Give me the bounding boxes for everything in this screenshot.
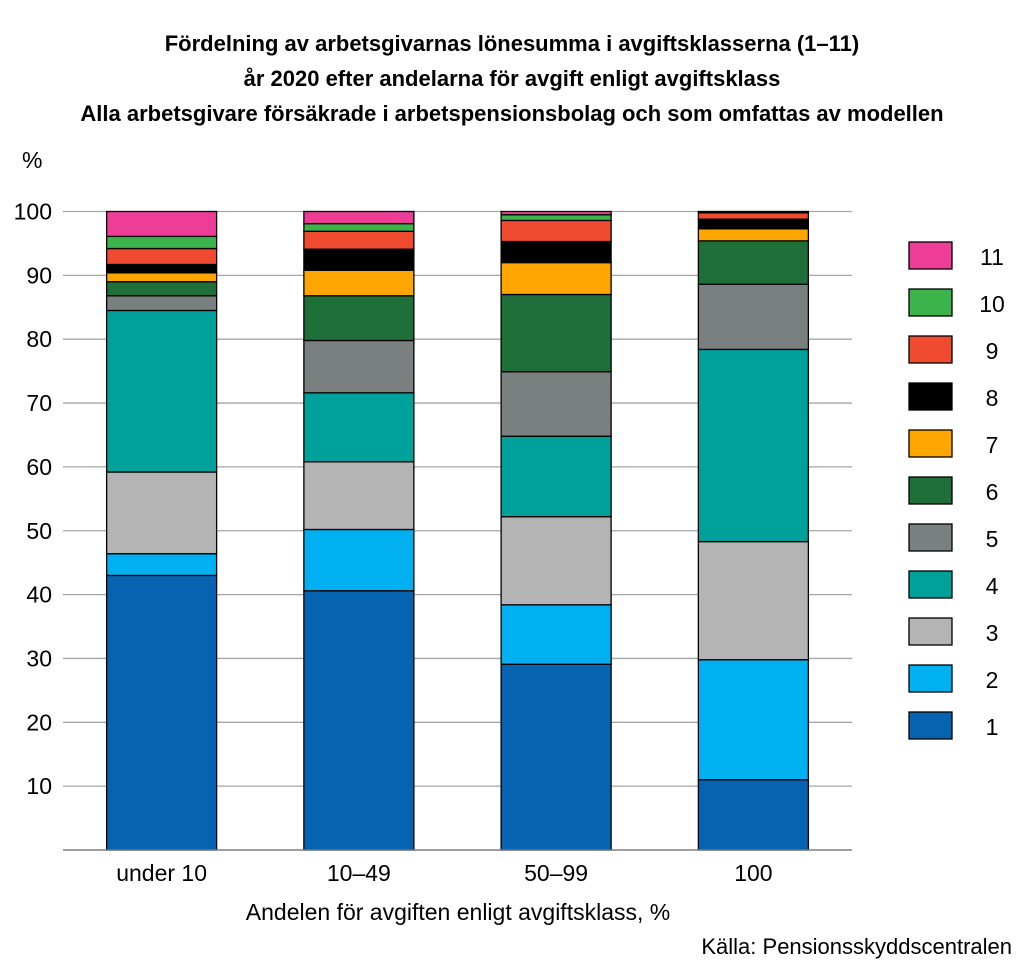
bar-2-class-11 — [500, 210, 612, 216]
x-tick-label-2: 50–99 — [524, 860, 588, 886]
bar-3-class-1 — [697, 779, 810, 851]
y-tick-label-50: 50 — [26, 518, 52, 544]
bar-2-class-4 — [500, 435, 612, 518]
legend-swatch-8 — [908, 382, 953, 411]
bar-0-class-6 — [105, 281, 218, 297]
bar-2-class-3 — [500, 516, 612, 606]
bar-3-class-2 — [697, 659, 810, 781]
y-tick-label-60: 60 — [26, 454, 52, 480]
legend-swatch-9 — [908, 335, 953, 364]
legend: 11 10 9 8 7 6 5 4 3 2 1 — [908, 241, 1005, 740]
bar-1-class-8 — [303, 248, 415, 271]
title-line-3: Alla arbetsgivare försäkrade i arbetspen… — [80, 101, 944, 126]
bar-2-class-6 — [500, 293, 612, 373]
legend-label-9: 9 — [986, 338, 999, 364]
legend-label-8: 8 — [986, 385, 999, 411]
legend-label-2: 2 — [986, 667, 999, 693]
legend-label-4: 4 — [986, 573, 999, 599]
y-tick-label-30: 30 — [26, 645, 52, 671]
bar-0-class-11 — [105, 210, 218, 238]
bar-1-class-5 — [303, 339, 415, 394]
legend-swatch-7 — [908, 429, 953, 458]
bar-0-class-8 — [105, 263, 218, 274]
y-tick-label-90: 90 — [26, 262, 52, 288]
bar-3-class-6 — [697, 240, 810, 285]
x-axis-title: Andelen för avgiften enligt avgiftsklass… — [246, 899, 670, 925]
x-tick-label-0: under 10 — [116, 860, 207, 886]
bar-2-class-2 — [500, 604, 612, 665]
bar-2-class-1 — [500, 663, 612, 851]
legend-swatch-5 — [908, 523, 953, 552]
bar-3-class-4 — [697, 348, 810, 543]
bars — [105, 210, 810, 851]
bar-2-class-5 — [500, 371, 612, 437]
y-tick-label-10: 10 — [26, 773, 52, 799]
bar-1-class-2 — [303, 528, 415, 592]
bar-1-class-10 — [303, 222, 415, 232]
bar-1-class-1 — [303, 590, 415, 851]
legend-label-11: 11 — [980, 244, 1004, 270]
legend-label-7: 7 — [986, 432, 999, 458]
bar-2-class-7 — [500, 261, 612, 296]
bar-3-class-9 — [697, 212, 810, 220]
bar-0-class-7 — [105, 272, 218, 283]
bar-2-class-8 — [500, 240, 612, 264]
bar-1-class-7 — [303, 269, 415, 297]
bar-1-class-4 — [303, 392, 415, 463]
source-note: Källa: Pensionsskyddscentralen — [701, 934, 1012, 959]
y-tick-label-70: 70 — [26, 390, 52, 416]
chart-title: Fördelning av arbetsgivarnas lönesumma i… — [0, 26, 1024, 131]
legend-label-3: 3 — [986, 620, 999, 646]
x-tick-label-1: 10–49 — [327, 860, 391, 886]
bar-1-class-6 — [303, 295, 415, 342]
y-tick-label-100: 100 — [14, 199, 52, 225]
legend-swatch-1 — [908, 711, 953, 740]
legend-swatch-11 — [908, 241, 953, 270]
bar-2-class-9 — [500, 219, 612, 243]
legend-swatch-10 — [908, 288, 953, 317]
bar-3-class-8 — [697, 218, 810, 230]
axes: 10 20 30 40 50 60 70 80 90 100% under 10 10–49 50–99… — [14, 147, 852, 925]
bar-0-class-5 — [105, 295, 218, 312]
legend-swatch-4 — [908, 570, 953, 599]
x-tick-label-3: 100 — [734, 860, 772, 886]
bar-0-class-9 — [105, 247, 218, 266]
legend-label-10: 10 — [979, 291, 1005, 317]
bar-3-class-7 — [697, 228, 810, 242]
bar-0-class-4 — [105, 309, 218, 473]
bar-3-class-11 — [697, 210, 810, 214]
legend-swatch-6 — [908, 476, 953, 505]
bar-3-class-5 — [697, 283, 810, 351]
bar-1-class-3 — [303, 461, 415, 531]
legend-label-5: 5 — [986, 526, 999, 552]
bar-1-class-11 — [303, 210, 415, 225]
legend-label-6: 6 — [986, 479, 999, 505]
bar-1-class-9 — [303, 230, 415, 250]
legend-swatch-3 — [908, 617, 953, 646]
legend-label-1: 1 — [986, 714, 999, 740]
bar-0-class-1 — [105, 574, 218, 851]
y-axis-label: % — [22, 147, 42, 173]
bar-0-class-2 — [105, 553, 218, 577]
bar-2-class-10 — [500, 214, 612, 222]
bar-0-class-3 — [105, 471, 218, 555]
y-tick-label-40: 40 — [26, 582, 52, 608]
y-tick-label-80: 80 — [26, 326, 52, 352]
legend-swatch-2 — [908, 664, 953, 693]
bar-0-class-10 — [105, 235, 218, 250]
title-line-2: år 2020 efter andelarna för avgift enlig… — [243, 66, 781, 91]
bar-3-class-3 — [697, 540, 810, 661]
title-line-1: Fördelning av arbetsgivarnas lönesumma i… — [164, 31, 860, 56]
y-tick-label-20: 20 — [26, 709, 52, 735]
